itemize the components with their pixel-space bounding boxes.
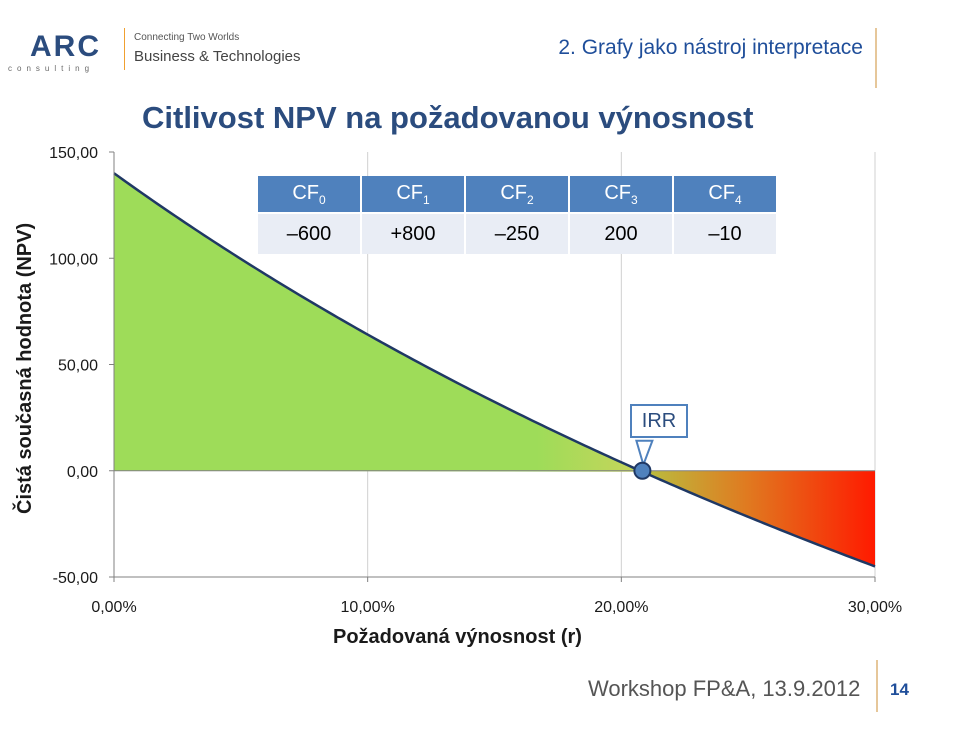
y-tick-label: 100,00 bbox=[49, 251, 98, 268]
logo-text: ARC bbox=[30, 30, 101, 63]
irr-point bbox=[633, 461, 652, 480]
section-title: 2. Grafy jako nástroj interpretace bbox=[558, 36, 863, 59]
y-tick-label: 50,00 bbox=[58, 358, 98, 375]
npv-curve bbox=[113, 172, 876, 568]
cf-value-4: –10 bbox=[673, 212, 778, 254]
arc-consulting-logo: ARC consulting Connecting Two Worlds Bus… bbox=[6, 28, 306, 73]
x-axis-label: Požadovaná výnosnost (r) bbox=[333, 626, 582, 648]
cash-flow-table: CF0 CF1 CF2 CF3 CF4 –600 +800 –250 200 –… bbox=[258, 176, 778, 254]
cash-flow-value-row: –600 +800 –250 200 –10 bbox=[258, 212, 778, 254]
chart-title: Citlivost NPV na požadovanou výnosnost bbox=[142, 100, 754, 135]
tick-labels: -50,00 0,00 50,00 100,00 150,00 0,00% 10,00% 20… bbox=[49, 145, 902, 616]
negative-npv-area bbox=[642, 470, 875, 567]
footer-divider bbox=[876, 660, 878, 712]
irr-callout-pointer bbox=[635, 439, 654, 468]
logo-tagline-1: Connecting Two Worlds bbox=[134, 32, 240, 43]
cf-header-0: CF0 bbox=[258, 176, 362, 213]
logo-tagline-2: Business & Technologies bbox=[134, 48, 301, 65]
cash-flow-header-row: CF0 CF1 CF2 CF3 CF4 bbox=[258, 176, 778, 213]
irr-callout: IRR bbox=[630, 404, 688, 438]
logo-subtext: consulting bbox=[8, 64, 95, 73]
y-tick-label: -50,00 bbox=[53, 570, 98, 587]
x-tick-label: 0,00% bbox=[91, 599, 136, 616]
y-tick-label: 0,00 bbox=[67, 464, 98, 481]
logo-divider bbox=[124, 28, 125, 70]
x-tick-label: 10,00% bbox=[341, 599, 395, 616]
cf-header-1: CF1 bbox=[361, 176, 466, 213]
footer-event: Workshop FP&A, 13.9.2012 bbox=[588, 676, 861, 701]
positive-npv-area bbox=[114, 173, 643, 472]
cf-header-2: CF2 bbox=[465, 176, 570, 213]
page-number: 14 bbox=[890, 680, 909, 699]
axes bbox=[109, 151, 876, 582]
x-tick-label: 30,00% bbox=[848, 599, 902, 616]
cf-value-2: –250 bbox=[465, 212, 570, 254]
cf-value-0: –600 bbox=[258, 212, 362, 254]
npv-areas bbox=[113, 172, 876, 568]
y-tick-label: 150,00 bbox=[49, 145, 98, 162]
cf-value-3: 200 bbox=[569, 212, 674, 254]
cf-header-3: CF3 bbox=[569, 176, 674, 213]
y-axis-label: Čistá současná hodnota (NPV) bbox=[14, 222, 36, 514]
header-divider bbox=[875, 28, 877, 88]
x-tick-label: 20,00% bbox=[594, 599, 648, 616]
cf-header-4: CF4 bbox=[673, 176, 778, 213]
cf-value-1: +800 bbox=[361, 212, 466, 254]
irr-marker-layer bbox=[633, 439, 654, 480]
